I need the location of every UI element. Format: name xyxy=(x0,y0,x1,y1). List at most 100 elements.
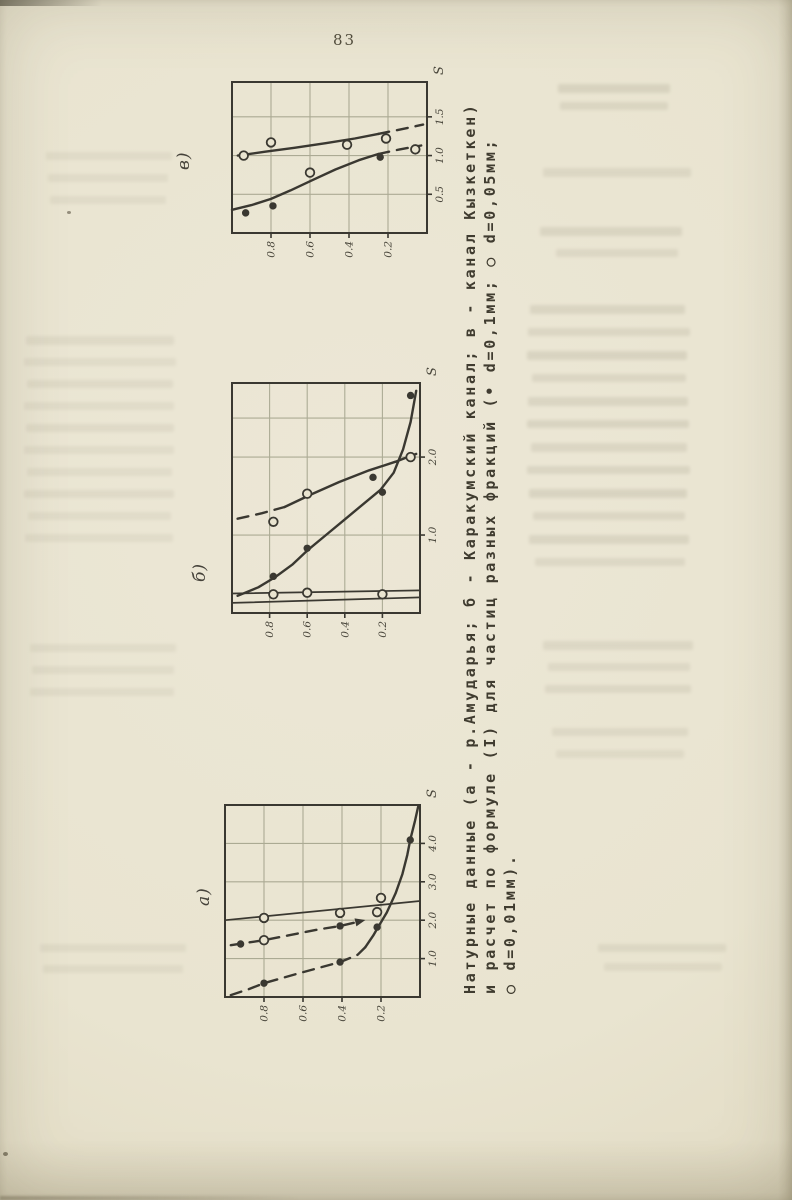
svg-text:1.5: 1.5 xyxy=(434,108,446,125)
series-curve-mid-arrow xyxy=(229,918,366,948)
show-through-line xyxy=(535,558,685,566)
axis-tick-labels: 1.0 2.0 0.2 0.4 0.6 0.8 S xyxy=(264,367,440,638)
axis-ticks xyxy=(263,842,425,1002)
svg-text:0.8: 0.8 xyxy=(266,241,278,258)
show-through-line xyxy=(46,152,172,160)
chart-svg-v: 0.5 1.0 1.5 0.2 0.4 0.6 0.8 S xyxy=(230,66,448,258)
series-curve-flat xyxy=(224,892,421,924)
series-curve-filled xyxy=(229,805,420,997)
show-through-line xyxy=(527,420,689,428)
show-through-line xyxy=(30,644,176,652)
show-through-line xyxy=(558,84,670,93)
page-number: 83 xyxy=(333,31,357,49)
series-curve-filled xyxy=(230,144,423,217)
plot-frame xyxy=(231,81,428,234)
axis-tick-labels: 1.0 2.0 3.0 4.0 0.2 0.4 0.6 0.8 S xyxy=(259,789,441,1022)
show-through-line xyxy=(529,535,689,544)
series-curve-open xyxy=(236,451,418,527)
grid-lines xyxy=(232,82,427,233)
x-axis-label: S xyxy=(432,66,447,75)
show-through-line xyxy=(556,249,678,257)
svg-text:3.0: 3.0 xyxy=(427,873,439,890)
show-through-line xyxy=(30,688,174,696)
svg-text:1.0: 1.0 xyxy=(427,526,439,543)
axis-ticks xyxy=(268,456,425,618)
show-through-line xyxy=(28,512,171,520)
show-through-line xyxy=(24,446,174,454)
show-through-line xyxy=(26,336,174,345)
show-through-line xyxy=(527,351,687,360)
scan-edge-bottom-shade xyxy=(0,1140,792,1200)
show-through-line xyxy=(32,666,174,674)
svg-text:0.6: 0.6 xyxy=(302,621,314,638)
show-through-line xyxy=(533,512,685,520)
series-curve-open xyxy=(236,123,425,178)
svg-text:0.8: 0.8 xyxy=(259,1005,271,1022)
svg-text:0.4: 0.4 xyxy=(337,1005,349,1022)
scan-edge-bottom xyxy=(0,1196,300,1200)
show-through-line xyxy=(26,424,174,432)
series-curve-flat-2 xyxy=(231,596,421,604)
show-through-line xyxy=(604,963,722,971)
show-through-line xyxy=(40,944,186,952)
plot-frame xyxy=(224,804,421,998)
svg-text:0.5: 0.5 xyxy=(434,186,446,203)
paper-speck xyxy=(67,211,71,214)
svg-text:0.4: 0.4 xyxy=(339,621,351,638)
show-through-line xyxy=(528,397,688,406)
chart-svg-a: 1.0 2.0 3.0 4.0 0.2 0.4 0.6 0.8 S xyxy=(224,789,441,1022)
svg-text:0.2: 0.2 xyxy=(377,621,389,638)
show-through-line xyxy=(528,328,690,336)
x-axis-label: S xyxy=(425,367,440,376)
svg-text:0.4: 0.4 xyxy=(344,241,356,258)
x-axis-label: S xyxy=(425,789,440,798)
show-through-line xyxy=(27,468,172,476)
show-through-line xyxy=(545,685,691,693)
figure-caption-line-1: Натурные данные (а - р.Амударья; б - Кар… xyxy=(461,102,479,994)
scan-edge-top xyxy=(0,0,120,6)
show-through-line xyxy=(540,227,682,236)
show-through-line xyxy=(532,374,686,382)
paper-speck xyxy=(3,1152,8,1156)
show-through-line xyxy=(560,102,668,110)
show-through-line xyxy=(527,466,690,474)
chart-panel-v: 0.5 1.0 1.5 0.2 0.4 0.6 0.8 S xyxy=(224,66,453,267)
chart-panel-a: 1.0 2.0 3.0 4.0 0.2 0.4 0.6 0.8 S xyxy=(217,789,446,1031)
show-through-line xyxy=(598,944,726,952)
show-through-line xyxy=(24,358,176,366)
show-through-line xyxy=(548,663,690,671)
show-through-line xyxy=(529,489,687,498)
svg-text:0.2: 0.2 xyxy=(383,241,395,258)
svg-text:1.0: 1.0 xyxy=(427,950,439,967)
show-through-line xyxy=(531,443,687,452)
axis-tick-labels: 0.5 1.0 1.5 0.2 0.4 0.6 0.8 S xyxy=(266,66,448,258)
show-through-line xyxy=(25,534,173,542)
svg-text:1.0: 1.0 xyxy=(434,147,446,164)
show-through-line xyxy=(27,380,173,388)
panel-label-v: в) xyxy=(174,151,194,170)
svg-text:2.0: 2.0 xyxy=(427,912,439,930)
grid-lines xyxy=(232,383,420,613)
show-through-line xyxy=(543,168,691,177)
svg-text:2.0: 2.0 xyxy=(427,448,439,466)
show-through-line xyxy=(48,174,168,182)
svg-text:4.0: 4.0 xyxy=(427,835,439,853)
show-through-line xyxy=(43,965,183,973)
show-through-line xyxy=(24,402,174,410)
svg-text:0.2: 0.2 xyxy=(376,1005,388,1022)
show-through-line xyxy=(50,196,166,204)
plot-frame xyxy=(231,382,421,614)
arrowhead xyxy=(354,918,366,927)
show-through-line xyxy=(24,490,174,498)
panel-label-a: а) xyxy=(194,887,214,906)
show-through-line xyxy=(556,750,684,758)
svg-text:0.6: 0.6 xyxy=(298,1005,310,1022)
svg-text:0.6: 0.6 xyxy=(305,241,317,258)
chart-svg-b: 1.0 2.0 0.2 0.4 0.6 0.8 S xyxy=(231,367,440,638)
show-through-line xyxy=(543,641,693,650)
svg-text:0.8: 0.8 xyxy=(264,621,276,638)
series-curve-filled xyxy=(236,389,418,597)
show-through-line xyxy=(530,305,685,314)
axis-ticks xyxy=(270,116,432,238)
